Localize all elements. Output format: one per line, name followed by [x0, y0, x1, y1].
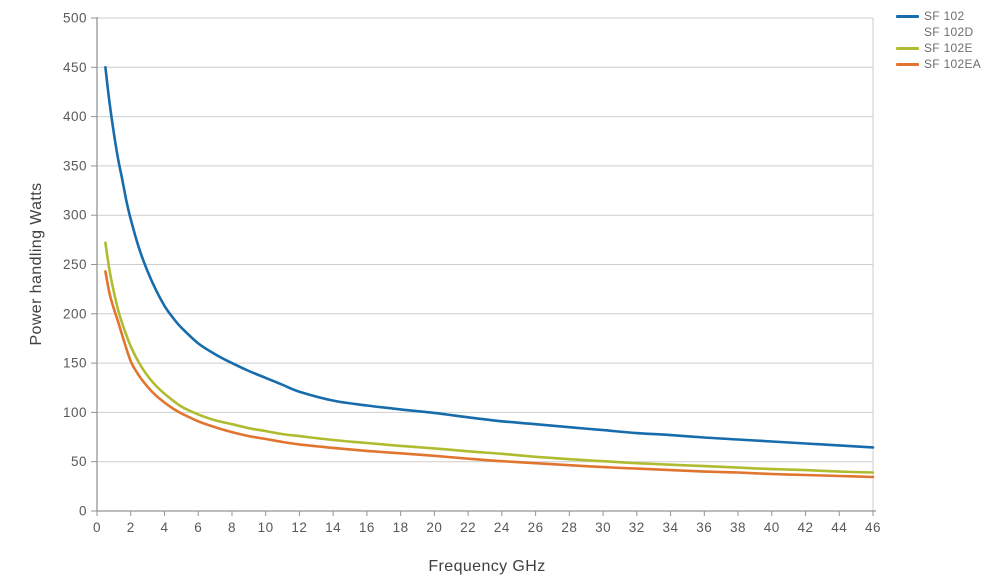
svg-text:16: 16	[359, 520, 375, 535]
legend: SF 102 SF 102D SF 102E SF 102EA	[896, 8, 981, 72]
legend-label-sf-102ea: SF 102EA	[924, 57, 982, 71]
legend-label-sf-102: SF 102	[924, 9, 965, 23]
svg-text:4: 4	[160, 520, 168, 535]
svg-text:50: 50	[71, 454, 87, 469]
legend-swatch-sf-102e	[896, 46, 919, 50]
legend-label-sf-102d: SF 102D	[924, 25, 974, 39]
legend-swatch-sf-102d	[896, 30, 919, 34]
svg-text:34: 34	[663, 520, 679, 535]
legend-item: SF 102EA	[896, 56, 981, 72]
series-line-sf-102e	[104, 241, 875, 474]
series-line-sf-102ea	[104, 270, 875, 479]
svg-text:12: 12	[291, 520, 307, 535]
svg-text:0: 0	[79, 504, 87, 519]
svg-text:500: 500	[63, 11, 87, 26]
svg-text:22: 22	[460, 520, 476, 535]
svg-text:38: 38	[730, 520, 746, 535]
svg-text:42: 42	[798, 520, 814, 535]
svg-text:32: 32	[629, 520, 645, 535]
legend-item: SF 102D	[896, 24, 981, 40]
svg-text:20: 20	[426, 520, 442, 535]
svg-text:400: 400	[63, 109, 87, 124]
legend-label-sf-102e: SF 102E	[924, 41, 973, 55]
svg-text:0: 0	[93, 520, 101, 535]
svg-text:8: 8	[228, 520, 236, 535]
series-lines	[104, 66, 875, 479]
svg-text:44: 44	[831, 520, 847, 535]
svg-text:100: 100	[63, 405, 87, 420]
svg-text:46: 46	[865, 520, 881, 535]
svg-text:200: 200	[63, 306, 87, 321]
svg-text:36: 36	[696, 520, 712, 535]
svg-text:450: 450	[63, 60, 87, 75]
svg-text:300: 300	[63, 208, 87, 223]
legend-swatch-sf-102	[896, 14, 919, 18]
svg-text:18: 18	[393, 520, 409, 535]
svg-text:26: 26	[528, 520, 544, 535]
svg-text:6: 6	[194, 520, 202, 535]
x-axis-ticks: 0 2 4 6 8 10 12 14 16 18 20 22 24 26 28 30 32 34 36 38 40 42 4…	[93, 511, 881, 535]
svg-text:250: 250	[63, 257, 87, 272]
y-axis-ticks: 0 50 100 150 200 250 300 350 400 450 500	[63, 11, 97, 519]
svg-text:150: 150	[63, 356, 87, 371]
legend-swatch-sf-102ea	[896, 62, 919, 66]
svg-text:14: 14	[325, 520, 341, 535]
svg-text:28: 28	[561, 520, 577, 535]
y-axis-title: Power handling Watts	[28, 182, 45, 346]
gridlines	[97, 17, 874, 511]
svg-text:2: 2	[127, 520, 135, 535]
series-line-sf-102	[104, 66, 875, 449]
svg-text:24: 24	[494, 520, 510, 535]
legend-item: SF 102	[896, 8, 981, 24]
svg-text:350: 350	[63, 158, 87, 173]
svg-text:40: 40	[764, 520, 780, 535]
svg-text:30: 30	[595, 520, 611, 535]
x-axis-title: Frequency GHz	[428, 558, 546, 575]
svg-text:10: 10	[258, 520, 274, 535]
legend-item: SF 102E	[896, 40, 981, 56]
